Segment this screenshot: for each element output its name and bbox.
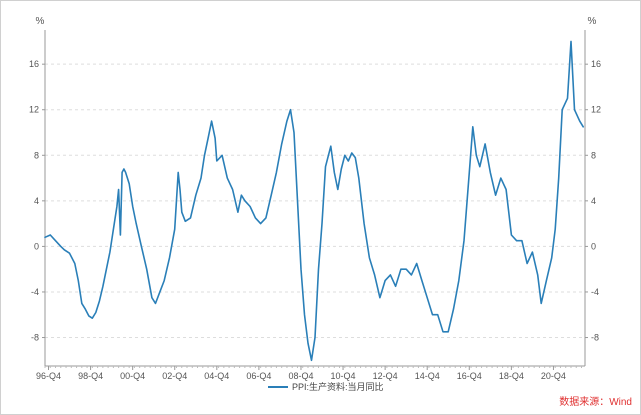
legend-label: PPI:生产资料:当月同比: [292, 381, 384, 392]
y-tick-label-right: 12: [591, 105, 601, 115]
x-tick-label: 98-Q4: [78, 371, 103, 381]
y-tick-label-right: -8: [591, 333, 599, 343]
y-tick-label-left: 4: [34, 196, 39, 206]
x-tick-label: 14-Q4: [415, 371, 440, 381]
y-tick-label-left: 8: [34, 150, 39, 160]
x-tick-label: 20-Q4: [541, 371, 566, 381]
y-tick-label-left: 0: [34, 241, 39, 251]
x-tick-label: 96-Q4: [36, 371, 61, 381]
ticks-layer: -8 -8 -4 -4 0 0 4 4 8 8 12 12 16 16 96-Q4 98-Q4 00-Q4 02-…: [29, 59, 601, 381]
x-tick-label: 04-Q4: [204, 371, 229, 381]
x-tick-label: 10-Q4: [331, 371, 356, 381]
grid-layer: [45, 63, 585, 339]
series-layer: [44, 40, 584, 362]
y-tick-label-left: -4: [31, 287, 39, 297]
y-tick-label-left: -8: [31, 333, 39, 343]
x-tick-label: 16-Q4: [457, 371, 482, 381]
y-tick-label-right: 4: [591, 196, 596, 206]
legend[interactable]: PPI:生产资料:当月同比: [268, 381, 384, 392]
right-unit-label: %: [588, 16, 597, 27]
source-label: 数据来源：Wind: [559, 395, 632, 408]
series-line-ppi: [44, 40, 584, 362]
y-tick-label-right: -4: [591, 287, 599, 297]
left-unit-label: %: [36, 16, 45, 27]
x-tick-label: 00-Q4: [120, 371, 145, 381]
y-tick-label-right: 8: [591, 150, 596, 160]
x-tick-label: 06-Q4: [246, 371, 271, 381]
x-tick-label: 02-Q4: [162, 371, 187, 381]
x-tick-label: 18-Q4: [499, 371, 524, 381]
x-tick-label: 08-Q4: [288, 371, 313, 381]
x-tick-label: 12-Q4: [373, 371, 398, 381]
y-tick-label-right: 0: [591, 241, 596, 251]
y-tick-label-left: 16: [29, 59, 39, 69]
axes-layer: % %: [36, 16, 597, 367]
y-tick-label-left: 12: [29, 105, 39, 115]
y-tick-label-right: 16: [591, 59, 601, 69]
